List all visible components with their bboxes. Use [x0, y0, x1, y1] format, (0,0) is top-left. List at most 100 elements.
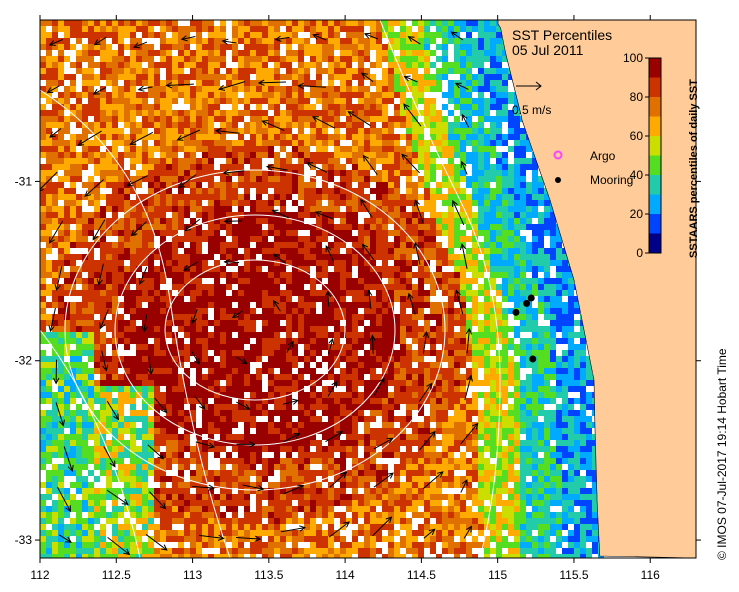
sst-cell: [442, 122, 448, 128]
sst-cell: [340, 410, 346, 416]
sst-cell: [40, 224, 46, 230]
sst-cell: [304, 236, 310, 242]
sst-cell: [340, 284, 346, 290]
sst-cell: [562, 314, 568, 320]
sst-cell: [388, 218, 394, 224]
sst-cell: [124, 356, 130, 362]
sst-cell: [496, 182, 502, 188]
sst-cell: [376, 44, 382, 50]
sst-cell: [52, 356, 58, 362]
sst-cell: [130, 248, 136, 254]
sst-cell: [94, 260, 100, 266]
sst-cell: [214, 26, 220, 32]
sst-cell: [544, 386, 550, 392]
sst-cell: [316, 326, 322, 332]
sst-cell: [58, 74, 64, 80]
sst-cell: [46, 224, 52, 230]
sst-cell: [430, 194, 436, 200]
sst-cell: [202, 296, 208, 302]
sst-cell: [436, 260, 442, 266]
sst-cell: [382, 104, 388, 110]
sst-cell: [484, 362, 490, 368]
sst-cell: [430, 350, 436, 356]
sst-cell: [346, 158, 352, 164]
sst-cell: [112, 338, 118, 344]
sst-cell: [316, 20, 322, 26]
sst-cell: [514, 158, 520, 164]
sst-cell: [544, 410, 550, 416]
sst-cell: [262, 326, 268, 332]
sst-cell: [256, 314, 262, 320]
sst-cell: [136, 416, 142, 422]
sst-cell: [448, 122, 454, 128]
sst-cell: [550, 236, 556, 242]
sst-cell: [226, 212, 232, 218]
sst-cell: [298, 62, 304, 68]
sst-cell: [154, 110, 160, 116]
sst-cell: [304, 272, 310, 278]
sst-cell: [448, 146, 454, 152]
sst-cell: [130, 314, 136, 320]
sst-cell: [274, 314, 280, 320]
sst-cell: [226, 386, 232, 392]
sst-cell: [232, 20, 238, 26]
sst-cell: [190, 404, 196, 410]
sst-cell: [496, 206, 502, 212]
sst-cell: [256, 140, 262, 146]
sst-cell: [76, 170, 82, 176]
sst-cell: [448, 218, 454, 224]
sst-cell: [472, 248, 478, 254]
sst-cell: [556, 260, 562, 266]
sst-cell: [334, 272, 340, 278]
sst-cell: [478, 350, 484, 356]
sst-cell: [166, 326, 172, 332]
sst-cell: [382, 248, 388, 254]
sst-cell: [178, 404, 184, 410]
sst-cell: [412, 368, 418, 374]
sst-cell: [142, 290, 148, 296]
sst-cell: [520, 386, 526, 392]
sst-cell: [136, 410, 142, 416]
sst-cell: [304, 338, 310, 344]
sst-cell: [70, 158, 76, 164]
sst-cell: [232, 230, 238, 236]
sst-cell: [532, 164, 538, 170]
sst-cell: [100, 338, 106, 344]
sst-cell: [148, 200, 154, 206]
sst-cell: [112, 398, 118, 404]
sst-cell: [490, 392, 496, 398]
sst-cell: [220, 356, 226, 362]
sst-cell: [460, 320, 466, 326]
sst-cell: [232, 308, 238, 314]
sst-cell: [556, 308, 562, 314]
sst-cell: [172, 296, 178, 302]
sst-cell: [442, 368, 448, 374]
sst-cell: [550, 218, 556, 224]
sst-cell: [496, 254, 502, 260]
sst-cell: [472, 236, 478, 242]
sst-cell: [466, 278, 472, 284]
sst-cell: [220, 254, 226, 260]
sst-cell: [94, 98, 100, 104]
sst-cell: [274, 218, 280, 224]
sst-cell: [166, 302, 172, 308]
sst-cell: [316, 296, 322, 302]
sst-cell: [262, 314, 268, 320]
sst-cell: [88, 92, 94, 98]
sst-cell: [220, 152, 226, 158]
sst-cell: [280, 296, 286, 302]
sst-cell: [400, 362, 406, 368]
sst-cell: [346, 98, 352, 104]
sst-cell: [304, 260, 310, 266]
sst-cell: [316, 398, 322, 404]
sst-cell: [418, 248, 424, 254]
sst-cell: [574, 344, 580, 350]
sst-cell: [256, 62, 262, 68]
sst-cell: [418, 218, 424, 224]
sst-cell: [532, 404, 538, 410]
sst-cell: [46, 188, 52, 194]
sst-cell: [520, 338, 526, 344]
sst-cell: [64, 392, 70, 398]
sst-cell: [106, 266, 112, 272]
sst-cell: [160, 362, 166, 368]
